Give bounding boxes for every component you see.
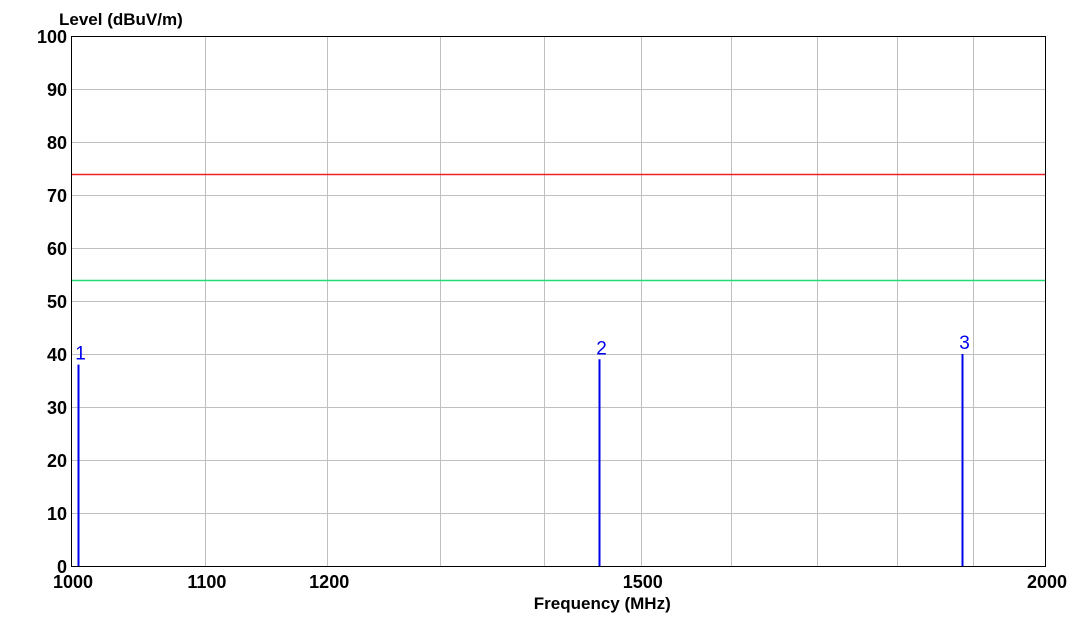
y-tick-labels: 0 10 20 30 40 50 60 70 80 90 100 (37, 27, 67, 577)
markers: 1 2 3 (75, 333, 970, 566)
limit-lines (71, 173, 1045, 282)
y-axis-label: Level (dBuV/m) (59, 10, 183, 29)
x-tick-label: 1500 (623, 572, 663, 592)
y-tick-label: 50 (47, 292, 67, 312)
x-tick-label: 2000 (1027, 572, 1067, 592)
y-tick-label: 90 (47, 80, 67, 100)
marker-1-label: 1 (75, 344, 86, 365)
y-tick-label: 70 (47, 186, 67, 206)
x-tick-labels: 1000 1100 1200 1500 2000 (53, 572, 1067, 592)
y-tick-label: 20 (47, 451, 67, 471)
y-tick-label: 100 (37, 27, 67, 47)
x-axis-label: Frequency (MHz) (534, 594, 671, 613)
y-tick-label: 40 (47, 345, 67, 365)
y-tick-label: 30 (47, 398, 67, 418)
x-tick-label: 1200 (309, 572, 349, 592)
x-tick-label: 1000 (53, 572, 93, 592)
grid (71, 36, 1046, 567)
x-tick-label: 1100 (187, 572, 226, 592)
marker-3-label: 3 (959, 333, 970, 354)
y-tick-label: 80 (47, 133, 67, 153)
y-tick-label: 10 (47, 504, 67, 524)
y-tick-label: 60 (47, 239, 67, 259)
plot-frame (71, 36, 1046, 567)
y-tick-label: 0 (57, 557, 67, 577)
marker-2-label: 2 (596, 338, 607, 359)
